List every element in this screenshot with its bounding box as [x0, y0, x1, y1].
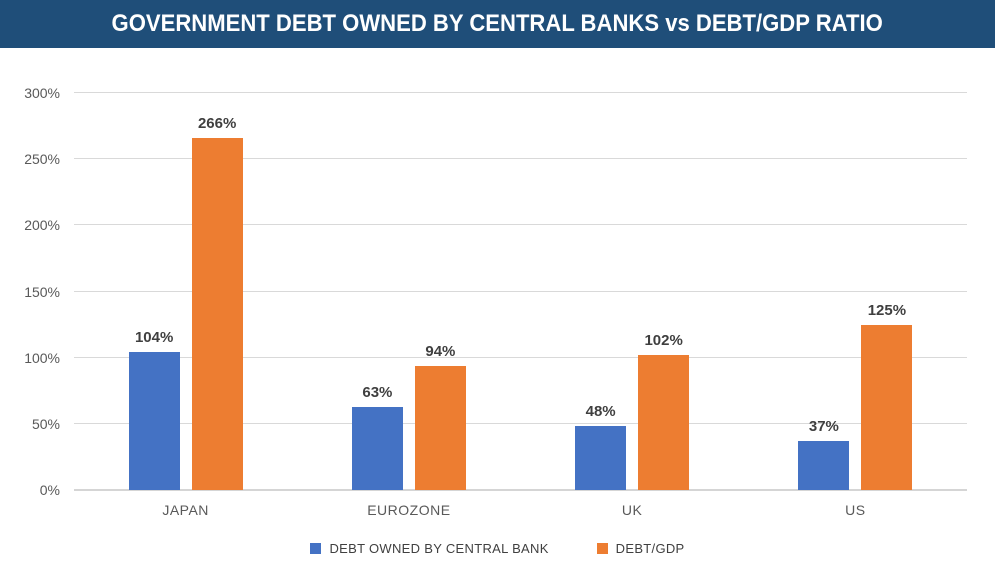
- legend-swatch-icon: [310, 543, 322, 554]
- bar-uk-series1: [575, 426, 627, 490]
- gridline-300pct: [74, 92, 967, 93]
- legend-swatch-icon: [596, 543, 608, 554]
- x-axis-line: [74, 489, 967, 491]
- y-tick-label: 150%: [24, 283, 60, 300]
- legend: DEBT OWNED BY CENTRAL BANK DEBT/GDP: [0, 541, 995, 556]
- bar-eurozone-series1: [351, 406, 403, 490]
- x-tick-label-eurozone: EUROZONE: [367, 502, 451, 518]
- x-axis: JAPAN EUROZONE UK US: [74, 502, 967, 524]
- bar-data-label: 48%: [585, 403, 616, 421]
- legend-item-label: DEBT OWNED BY CENTRAL BANK: [329, 541, 549, 556]
- bar-data-label: 125%: [867, 301, 907, 319]
- x-tick-label-uk: UK: [621, 502, 643, 518]
- gridline-50pct: [74, 422, 967, 424]
- bar-data-label: 104%: [134, 329, 174, 347]
- gridline-100pct: [74, 356, 967, 358]
- plot-area: 104% 266% 63% 94% 48% 102% 37% 125%: [74, 92, 967, 491]
- gridline-250pct: [74, 158, 967, 160]
- y-axis: 0% 50% 100% 150% 200% 250% 300%: [0, 85, 60, 498]
- bar-data-label: 94%: [425, 342, 456, 360]
- bar-data-label: 266%: [197, 115, 237, 132]
- x-tick-label-us: US: [845, 502, 866, 518]
- legend-item-label: DEBT/GDP: [615, 541, 685, 556]
- y-tick-label: 50%: [31, 415, 60, 432]
- gridline-200pct: [74, 224, 967, 226]
- legend-item-2: DEBT/GDP: [596, 541, 685, 556]
- chart-title-banner: GOVERNMENT DEBT OWNED BY CENTRAL BANKS v…: [0, 0, 995, 48]
- bar-eurozone-series2: [414, 365, 466, 490]
- chart-title: GOVERNMENT DEBT OWNED BY CENTRAL BANKS v…: [111, 10, 884, 37]
- y-tick-label: 300%: [24, 85, 60, 101]
- y-tick-label: 100%: [24, 349, 60, 366]
- bar-japan-series2: [191, 138, 243, 490]
- bar-us-series1: [798, 441, 850, 490]
- legend-item-1: DEBT OWNED BY CENTRAL BANK: [310, 541, 548, 556]
- y-tick-label: 200%: [24, 217, 60, 234]
- y-tick-label: 0%: [39, 482, 60, 498]
- bar-data-label: 37%: [808, 418, 839, 436]
- bar-japan-series1: [128, 352, 180, 490]
- bar-us-series2: [861, 324, 913, 490]
- bar-uk-series2: [638, 355, 690, 490]
- gridline-150pct: [74, 290, 967, 292]
- x-tick-label-japan: JAPAN: [162, 502, 209, 518]
- bar-data-label: 102%: [644, 332, 683, 350]
- bar-data-label: 63%: [362, 383, 393, 401]
- y-tick-label: 250%: [24, 151, 60, 168]
